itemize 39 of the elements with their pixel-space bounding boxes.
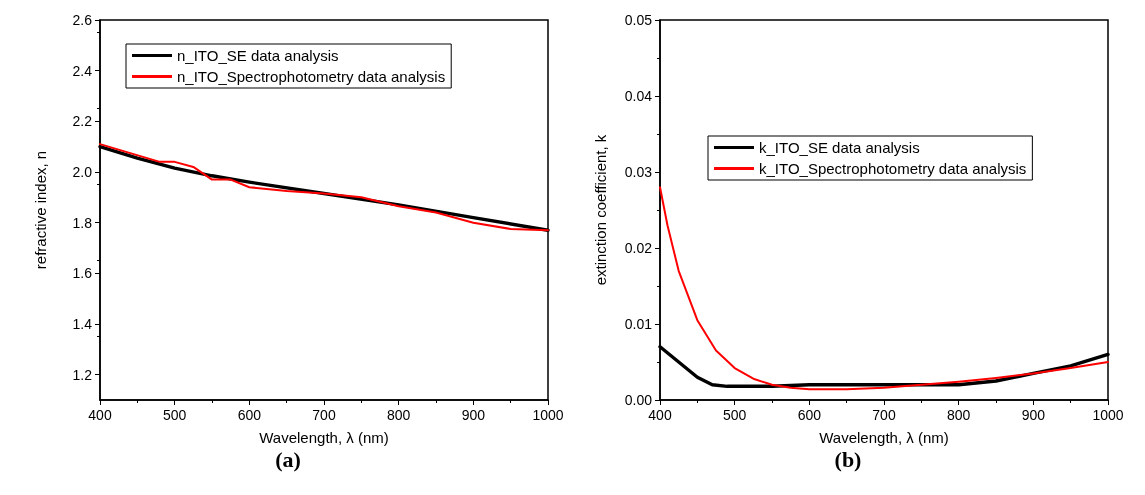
y-tick-label: 2.0 <box>72 164 93 180</box>
text: (a) <box>275 446 301 472</box>
x-tick-label: 500 <box>722 407 747 423</box>
legend-label: n_ITO_SE data analysis <box>177 47 339 64</box>
x-tick-label: 1000 <box>1092 407 1124 423</box>
x-tick-label: 700 <box>872 407 896 423</box>
x-tick-label: 800 <box>946 407 971 423</box>
x-tick-label: 1000 <box>532 407 564 423</box>
y-tick-label: 0.00 <box>624 392 653 408</box>
y-tick-label: 0.05 <box>624 12 653 28</box>
y-axis-title: refractive index, n <box>32 150 49 270</box>
text: (b) <box>834 446 862 472</box>
x-axis-title: Wavelength, λ (nm) <box>259 429 389 446</box>
y-tick-label: 1.6 <box>72 265 93 282</box>
line-series <box>659 186 1109 391</box>
y-tick-label: 0.04 <box>624 88 653 104</box>
y-tick-label: 0.01 <box>624 316 653 332</box>
x-tick-label: 600 <box>797 407 822 423</box>
y-tick-label: 2.6 <box>72 12 93 28</box>
legend-label: k_ITO_Spectrophotometry data analysis <box>759 160 1027 177</box>
x-tick-label: 700 <box>312 407 336 423</box>
y-tick-label: 0.02 <box>624 240 653 256</box>
x-tick-label: 900 <box>461 407 486 423</box>
y-tick-label: 1.8 <box>72 214 93 231</box>
x-tick-label: 600 <box>237 407 262 423</box>
y-tick-label: 0.03 <box>624 164 653 180</box>
y-tick-label: 2.2 <box>72 113 93 130</box>
y-axis-title: extinction coefficient, k <box>592 134 609 286</box>
y-tick-label: 1.2 <box>72 366 93 383</box>
y-tick-label: 2.4 <box>72 62 93 79</box>
legend-label: k_ITO_SE data analysis <box>759 139 920 156</box>
x-tick-label: 500 <box>162 407 187 423</box>
x-tick-label: 400 <box>648 407 672 423</box>
legend-label: n_ITO_Spectrophotometry data analysis <box>177 68 446 85</box>
y-tick-label: 1.4 <box>72 316 93 332</box>
x-axis-title: Wavelength, λ (nm) <box>819 429 949 446</box>
x-tick-label: 400 <box>88 407 112 423</box>
x-tick-label: 800 <box>386 407 411 423</box>
x-tick-label: 900 <box>1021 407 1046 423</box>
